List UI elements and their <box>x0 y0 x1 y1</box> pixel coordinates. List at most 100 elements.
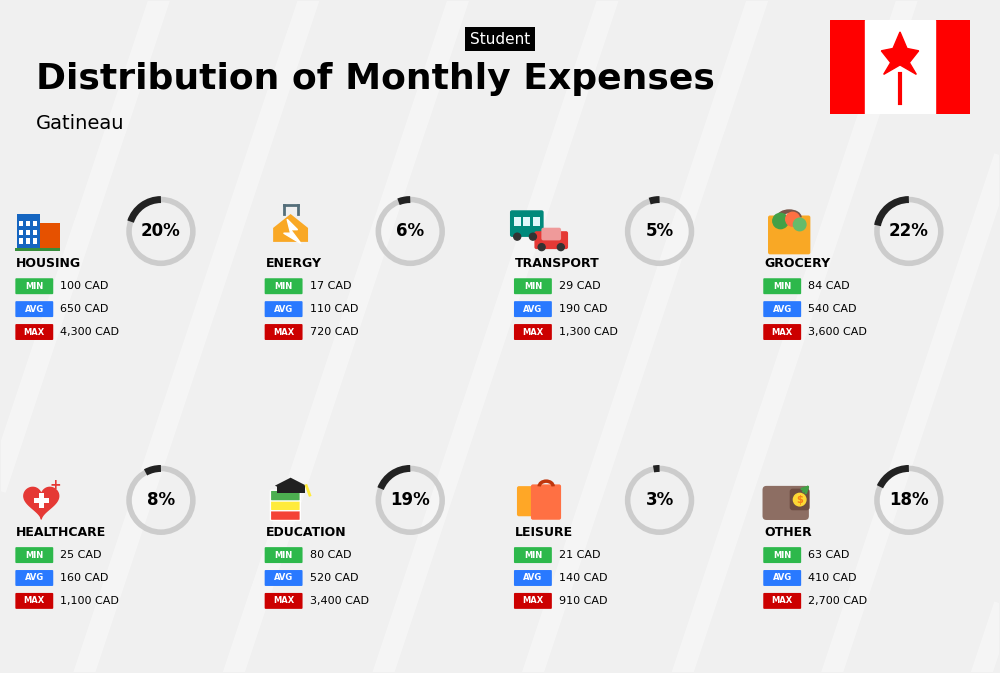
Text: 410 CAD: 410 CAD <box>808 573 857 583</box>
FancyBboxPatch shape <box>514 593 552 609</box>
Polygon shape <box>275 478 306 493</box>
Text: MIN: MIN <box>25 282 43 291</box>
Text: MAX: MAX <box>273 328 294 336</box>
Text: $: $ <box>796 495 803 505</box>
FancyBboxPatch shape <box>265 324 303 340</box>
FancyBboxPatch shape <box>15 301 53 317</box>
FancyBboxPatch shape <box>514 324 552 340</box>
Text: 80 CAD: 80 CAD <box>310 550 351 560</box>
Text: 19%: 19% <box>390 491 430 509</box>
Text: 190 CAD: 190 CAD <box>559 304 607 314</box>
Text: OTHER: OTHER <box>764 526 812 538</box>
Text: MAX: MAX <box>522 328 544 336</box>
Text: 520 CAD: 520 CAD <box>310 573 358 583</box>
Text: AVG: AVG <box>274 305 293 314</box>
Text: AVG: AVG <box>523 573 543 583</box>
Text: MAX: MAX <box>772 596 793 606</box>
FancyBboxPatch shape <box>33 221 37 226</box>
Bar <box>935 20 970 114</box>
FancyBboxPatch shape <box>763 593 801 609</box>
Text: 22%: 22% <box>889 223 929 240</box>
Text: 1,100 CAD: 1,100 CAD <box>60 596 119 606</box>
Circle shape <box>793 218 806 231</box>
Text: 3,600 CAD: 3,600 CAD <box>808 327 867 337</box>
FancyBboxPatch shape <box>270 500 300 511</box>
FancyBboxPatch shape <box>763 301 801 317</box>
Bar <box>830 20 865 114</box>
Text: 63 CAD: 63 CAD <box>808 550 850 560</box>
Circle shape <box>529 233 536 240</box>
Text: MAX: MAX <box>772 328 793 336</box>
FancyBboxPatch shape <box>17 214 40 249</box>
FancyBboxPatch shape <box>277 486 305 493</box>
Text: EDUCATION: EDUCATION <box>266 526 346 538</box>
FancyBboxPatch shape <box>265 278 303 294</box>
FancyBboxPatch shape <box>15 593 53 609</box>
FancyBboxPatch shape <box>790 489 810 510</box>
Text: MIN: MIN <box>524 551 542 559</box>
Text: 720 CAD: 720 CAD <box>310 327 358 337</box>
FancyBboxPatch shape <box>26 238 30 244</box>
Text: 650 CAD: 650 CAD <box>60 304 109 314</box>
FancyBboxPatch shape <box>265 570 303 586</box>
FancyBboxPatch shape <box>19 221 23 226</box>
FancyBboxPatch shape <box>26 229 30 235</box>
Text: 4,300 CAD: 4,300 CAD <box>60 327 119 337</box>
FancyBboxPatch shape <box>15 547 53 563</box>
Text: MIN: MIN <box>274 551 293 559</box>
Text: 18%: 18% <box>889 491 929 509</box>
FancyBboxPatch shape <box>265 593 303 609</box>
Text: MIN: MIN <box>773 551 791 559</box>
Text: 20%: 20% <box>141 223 181 240</box>
Text: 8%: 8% <box>147 491 175 509</box>
Text: 160 CAD: 160 CAD <box>60 573 109 583</box>
FancyBboxPatch shape <box>26 221 30 226</box>
Text: HOUSING: HOUSING <box>16 257 81 270</box>
Text: Gatineau: Gatineau <box>36 114 125 133</box>
Text: 3%: 3% <box>645 491 674 509</box>
Text: MIN: MIN <box>773 282 791 291</box>
Text: 84 CAD: 84 CAD <box>808 281 850 291</box>
FancyBboxPatch shape <box>39 493 44 508</box>
Text: MIN: MIN <box>274 282 293 291</box>
FancyBboxPatch shape <box>514 301 552 317</box>
FancyBboxPatch shape <box>270 509 300 520</box>
Text: Student: Student <box>470 32 530 46</box>
Text: Distribution of Monthly Expenses: Distribution of Monthly Expenses <box>36 62 715 96</box>
FancyBboxPatch shape <box>270 490 300 501</box>
Text: 17 CAD: 17 CAD <box>310 281 351 291</box>
Text: AVG: AVG <box>25 573 44 583</box>
Circle shape <box>538 244 545 250</box>
Circle shape <box>793 493 806 506</box>
Text: 1,300 CAD: 1,300 CAD <box>559 327 618 337</box>
Text: 5%: 5% <box>645 223 674 240</box>
Circle shape <box>773 213 788 229</box>
FancyBboxPatch shape <box>34 498 49 503</box>
Text: +: + <box>49 478 61 492</box>
FancyBboxPatch shape <box>531 485 561 520</box>
Polygon shape <box>273 214 308 242</box>
FancyBboxPatch shape <box>763 570 801 586</box>
FancyBboxPatch shape <box>514 547 552 563</box>
FancyBboxPatch shape <box>541 227 561 240</box>
Circle shape <box>786 212 800 226</box>
Text: MIN: MIN <box>25 551 43 559</box>
FancyBboxPatch shape <box>15 570 53 586</box>
Polygon shape <box>284 219 301 244</box>
FancyBboxPatch shape <box>763 278 801 294</box>
FancyBboxPatch shape <box>15 248 60 250</box>
Text: MAX: MAX <box>522 596 544 606</box>
Text: HEALTHCARE: HEALTHCARE <box>16 526 107 538</box>
Text: MAX: MAX <box>24 328 45 336</box>
FancyBboxPatch shape <box>517 486 542 516</box>
FancyBboxPatch shape <box>768 215 810 254</box>
Text: 540 CAD: 540 CAD <box>808 304 857 314</box>
Polygon shape <box>24 487 59 519</box>
FancyBboxPatch shape <box>763 324 801 340</box>
Text: AVG: AVG <box>274 573 293 583</box>
FancyBboxPatch shape <box>33 229 37 235</box>
FancyBboxPatch shape <box>763 486 809 520</box>
Circle shape <box>557 244 564 250</box>
FancyBboxPatch shape <box>514 570 552 586</box>
Text: LEISURE: LEISURE <box>515 526 573 538</box>
